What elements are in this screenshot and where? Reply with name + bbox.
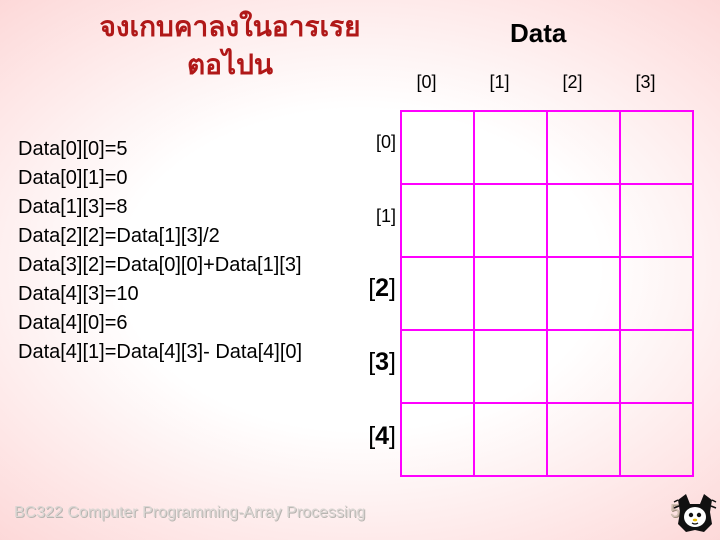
- mascot-icon: [672, 490, 718, 536]
- array-grid: [0] [1] [2] [3] [4]: [400, 110, 694, 477]
- grid-cell: [547, 403, 620, 476]
- table-row: [401, 257, 693, 330]
- grid-cell: [547, 330, 620, 403]
- code-line: Data[2][2]=Data[1][3]/2: [18, 222, 302, 251]
- row-header-3: [3]: [356, 348, 396, 377]
- code-line: Data[1][3]=8: [18, 193, 302, 222]
- grid-cell: [401, 111, 474, 184]
- grid-cell: [474, 257, 547, 330]
- row-header-2: [2]: [356, 274, 396, 303]
- code-line: Data[0][0]=5: [18, 135, 302, 164]
- grid-cell: [620, 330, 693, 403]
- row-header-1: [1]: [356, 206, 396, 227]
- table-row: [401, 330, 693, 403]
- grid-cell: [620, 403, 693, 476]
- title-line-2: ตอไปน: [187, 49, 273, 80]
- code-line: Data[4][0]=6: [18, 309, 302, 338]
- col-header-1: [1]: [463, 72, 536, 93]
- grid-table: [400, 110, 694, 477]
- table-row: [401, 184, 693, 257]
- grid-cell: [620, 111, 693, 184]
- footer-text: BC322 Computer Programming-Array Process…: [14, 504, 365, 522]
- grid-cell: [401, 184, 474, 257]
- col-header-0: [0]: [390, 72, 463, 93]
- row-header-0: [0]: [356, 132, 396, 153]
- grid-cell: [474, 111, 547, 184]
- row-header-4: [4]: [356, 422, 396, 451]
- grid-cell: [401, 257, 474, 330]
- grid-cell: [474, 330, 547, 403]
- grid-cell: [474, 184, 547, 257]
- col-header-2: [2]: [536, 72, 609, 93]
- grid-cell: [401, 330, 474, 403]
- grid-cell: [401, 403, 474, 476]
- grid-cell: [474, 403, 547, 476]
- grid-cell: [620, 257, 693, 330]
- code-line: Data[3][2]=Data[0][0]+Data[1][3]: [18, 251, 302, 280]
- grid-cell: [547, 184, 620, 257]
- grid-cell: [547, 111, 620, 184]
- table-row: [401, 403, 693, 476]
- col-header-3: [3]: [609, 72, 682, 93]
- code-line: Data[0][1]=0: [18, 164, 302, 193]
- code-line: Data[4][3]=10: [18, 280, 302, 309]
- code-block: Data[0][0]=5 Data[0][1]=0 Data[1][3]=8 D…: [18, 135, 302, 367]
- table-row: [401, 111, 693, 184]
- column-headers: [0] [1] [2] [3]: [390, 72, 682, 93]
- code-line: Data[4][1]=Data[4][3]- Data[4][0]: [18, 338, 302, 367]
- title-line-1: จงเกบคาลงในอารเรย: [99, 11, 360, 42]
- data-array-label: Data: [510, 18, 566, 49]
- slide-title: จงเกบคาลงในอารเรย ตอไปน: [90, 8, 370, 84]
- grid-cell: [620, 184, 693, 257]
- grid-cell: [547, 257, 620, 330]
